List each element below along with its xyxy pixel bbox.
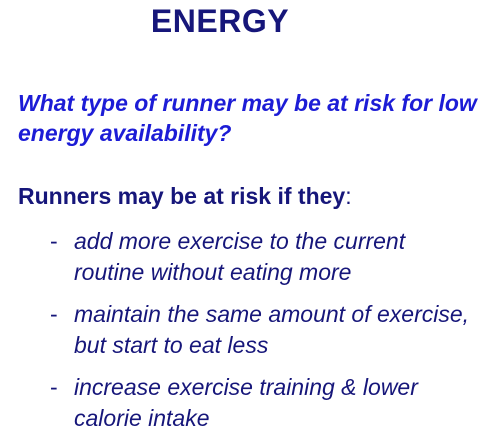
risk-list: - add more exercise to the current routi… — [0, 226, 483, 445]
list-item-text: increase exercise training & lower calor… — [74, 374, 418, 431]
list-item-text: add more exercise to the current routine… — [74, 228, 406, 285]
risk-intro-colon: : — [345, 183, 352, 209]
list-dash: - — [50, 228, 58, 254]
question-heading: What type of runner may be at risk for l… — [18, 90, 477, 146]
list-item-text: maintain the same amount of exercise, bu… — [74, 301, 470, 358]
risk-intro-text: Runners may be at risk if they — [18, 183, 346, 209]
risk-intro: Runners may be at risk if they: — [18, 181, 478, 211]
list-item: - increase exercise training & lower cal… — [0, 372, 483, 434]
list-item: - maintain the same amount of exercise, … — [0, 299, 483, 361]
list-item: - add more exercise to the current routi… — [0, 226, 483, 288]
page-title: ENERGY — [150, 3, 290, 39]
list-dash: - — [50, 374, 58, 400]
list-dash: - — [50, 301, 58, 327]
